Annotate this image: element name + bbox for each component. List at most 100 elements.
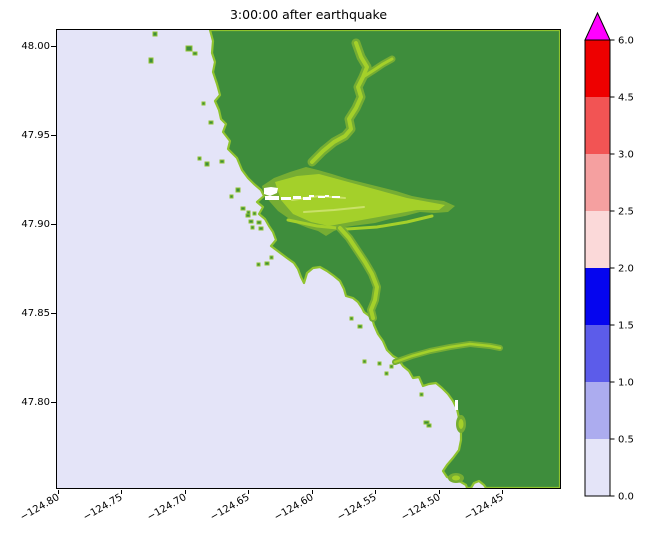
x-tick-label: −124.50 [399,492,443,524]
x-tick [58,490,59,494]
y-tick [51,224,56,225]
island [248,219,254,224]
x-tick-label: −124.75 [81,492,125,524]
island [419,392,424,397]
coastal-lowland-core [458,419,464,429]
colorbar-segment [585,154,610,211]
colorbar-segment [585,325,610,382]
colorbar-segment [585,382,610,439]
island [250,225,255,230]
y-tick-label: 48.00 [21,41,50,52]
island [201,101,206,106]
island [269,255,274,260]
colorbar-segment [585,439,610,496]
x-tick [121,490,122,494]
island [192,51,198,56]
islands [148,31,432,428]
island [197,156,202,161]
island [204,161,210,167]
island [252,211,257,216]
sand-bar [332,196,340,198]
sand-bars [265,195,458,410]
island [256,262,261,267]
colorbar-segment [585,268,610,325]
colorbar-tick-label: 1.0 [618,378,634,389]
colorbar-tick-label: 0.5 [618,435,634,446]
flats-channel [286,214,434,231]
colorbar: 6.0 4.5 3.0 2.5 2.0 1.5 1.0 0.5 0.0 [583,11,651,511]
sand-spit [264,187,278,196]
colorbar-tick-label: 0.0 [618,492,634,503]
sand-bar [265,196,279,200]
y-tick [51,135,56,136]
colorbar-segment [585,211,610,268]
colorbar-tick-label: 6.0 [618,36,634,47]
y-tick-label: 47.80 [21,397,50,408]
island [389,364,394,369]
island [240,206,246,211]
colorbar-over-arrow [584,11,611,41]
x-tick [248,490,249,494]
y-tick-label: 47.90 [21,219,50,230]
x-tick [439,490,440,494]
x-tick [185,490,186,494]
sand-bar [303,197,311,200]
sand-bar [318,196,325,198]
island [219,159,225,164]
sand-bar [325,195,329,197]
estuary-flats-bright [275,174,445,226]
river-upper-core [310,41,369,164]
y-tick-label: 47.95 [21,130,50,141]
river-southeast-core [393,342,502,364]
island [256,220,262,225]
island [349,316,354,321]
y-tick [51,402,56,403]
coastal-lowland-core [452,475,460,481]
colorbar-segment [585,97,610,154]
island [245,213,251,218]
colorbar-tick-label: 3.0 [618,150,634,161]
sand-bar [293,196,301,199]
x-tick-label: −124.80 [18,492,62,524]
island [148,57,154,64]
island [185,45,193,52]
plot-title: 3:00:00 after earthquake [229,7,388,22]
river-lower-core [338,226,379,320]
island [229,194,234,199]
x-tick-label: −124.65 [208,492,252,524]
colorbar-segment [585,40,610,97]
island [264,261,270,266]
colorbar-tick-label: 4.5 [618,93,634,104]
shore-sand-patch [455,400,458,410]
island [152,31,158,37]
colorbar-tick-label: 2.5 [618,207,634,218]
river-upper-branch-core [361,57,394,79]
colorbar-tick-label: 1.5 [618,321,634,332]
colorbar-canvas: 6.0 4.5 3.0 2.5 2.0 1.5 1.0 0.5 0.0 [584,11,634,503]
island [377,361,382,366]
sand-bar [309,195,314,197]
sand-bar [281,197,291,200]
land-region [208,30,560,488]
x-tick [312,490,313,494]
island [357,324,363,329]
x-tick-label: −124.70 [145,492,189,524]
y-tick [51,46,56,47]
x-tick-label: −124.60 [272,492,316,524]
flats-wisp [303,206,365,213]
y-tick-label: 47.85 [21,308,50,319]
colorbar-ticks [610,39,615,497]
y-tick [51,313,56,314]
island [426,423,432,428]
x-tick [502,490,503,494]
island [258,226,264,231]
x-tick-label: −124.45 [462,492,506,524]
x-tick-label: −124.55 [335,492,379,524]
island [362,359,367,364]
map-axes [56,29,561,489]
x-tick [375,490,376,494]
island [384,371,389,376]
colorbar-tick-label: 2.0 [618,264,634,275]
island [208,120,214,125]
